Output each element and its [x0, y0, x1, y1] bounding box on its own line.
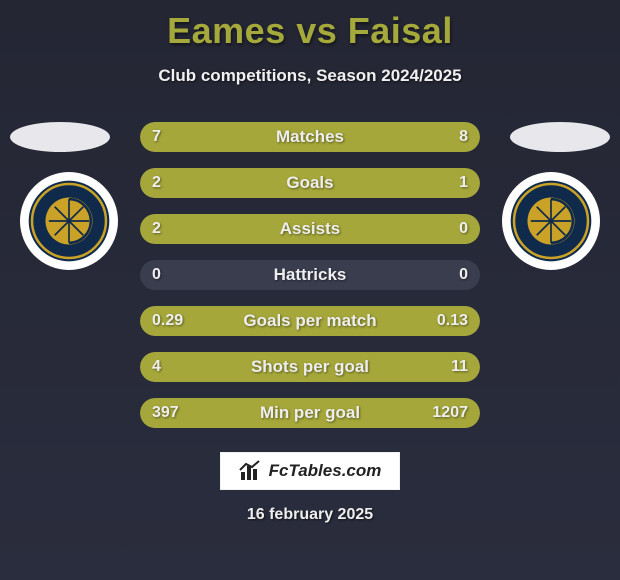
stat-bar-right	[231, 352, 480, 382]
stat-bar-right	[375, 306, 480, 336]
club-badge-right	[502, 172, 600, 270]
page-subtitle: Club competitions, Season 2024/2025	[0, 66, 620, 86]
stat-value-left: 0	[152, 260, 161, 290]
stat-bar-left	[140, 122, 299, 152]
mariners-badge-icon	[509, 179, 593, 263]
stat-bar-right	[367, 168, 480, 198]
stat-row: Goals per match0.290.13	[140, 306, 480, 336]
footer-date: 16 february 2025	[0, 506, 620, 524]
page-title: Eames vs Faisal	[0, 0, 620, 52]
stat-row: Assists20	[140, 214, 480, 244]
stat-label: Hattricks	[140, 260, 480, 290]
brand-badge: FcTables.com	[220, 452, 400, 490]
stat-bar-right	[299, 122, 480, 152]
stat-bar-right	[224, 398, 480, 428]
stat-value-right: 0	[459, 260, 468, 290]
bar-chart-icon	[239, 460, 263, 482]
comparison-stats: Matches78 Goals21 Assists20 Hattricks0 0 Goal…	[140, 122, 480, 444]
stat-row: Matches78	[140, 122, 480, 152]
player-avatar-left	[10, 122, 110, 152]
stat-bar-left	[140, 214, 480, 244]
club-badge-left	[20, 172, 118, 270]
stat-row: Min per goal3971207	[140, 398, 480, 428]
stat-row: Hattricks0 0	[140, 260, 480, 290]
player-avatar-right	[510, 122, 610, 152]
stat-bar-left	[140, 306, 375, 336]
mariners-badge-icon	[27, 179, 111, 263]
stat-row: Shots per goal411	[140, 352, 480, 382]
brand-text: FcTables.com	[269, 461, 382, 481]
stat-bar-left	[140, 398, 224, 428]
stat-bar-left	[140, 352, 231, 382]
stat-bar-left	[140, 168, 367, 198]
stat-row: Goals21	[140, 168, 480, 198]
